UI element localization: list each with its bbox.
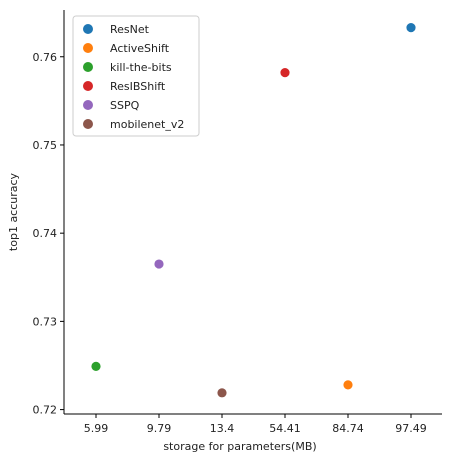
x-tick-label: 97.49 xyxy=(395,422,427,435)
x-tick-label: 13.4 xyxy=(210,422,235,435)
legend-label: mobilenet_v2 xyxy=(110,118,184,131)
legend-marker xyxy=(83,119,93,129)
data-point xyxy=(342,379,354,391)
legend-label: ResNet xyxy=(110,23,150,36)
x-tick-label: 9.79 xyxy=(147,422,172,435)
x-axis-label: storage for parameters(MB) xyxy=(163,440,316,453)
y-tick-label: 0.75 xyxy=(33,139,58,152)
y-tick-label: 0.74 xyxy=(33,227,58,240)
data-point xyxy=(405,22,417,34)
legend-marker xyxy=(83,81,93,91)
legend-label: ResIBShift xyxy=(110,80,166,93)
data-points xyxy=(90,22,417,399)
legend-marker xyxy=(83,24,93,34)
y-tick-label: 0.76 xyxy=(33,51,58,64)
legend-frame xyxy=(72,15,200,137)
legend-label: kill-the-bits xyxy=(110,61,172,74)
data-point xyxy=(279,67,291,79)
x-tick-label: 84.74 xyxy=(332,422,364,435)
data-point xyxy=(216,387,228,399)
data-point xyxy=(153,258,165,270)
y-tick-label: 0.72 xyxy=(33,404,58,417)
data-point xyxy=(90,360,102,372)
x-tick-label: 54.41 xyxy=(269,422,301,435)
legend: ResNet ActiveShift kill-the-bits ResIBShift… xyxy=(72,15,200,137)
legend-marker xyxy=(83,100,93,110)
legend-label: ActiveShift xyxy=(110,42,170,55)
legend-label: SSPQ xyxy=(110,99,140,112)
legend-marker xyxy=(83,62,93,72)
legend-marker xyxy=(83,43,93,53)
y-axis-label: top1 accuracy xyxy=(7,172,20,251)
axes xyxy=(63,10,442,415)
y-tick-label: 0.73 xyxy=(33,315,58,328)
x-tick-label: 5.99 xyxy=(84,422,109,435)
tick-marks: 5.99 9.79 13.4 54.41 84.74 97.49 0.72 0.73 0.74 0… xyxy=(33,51,427,435)
